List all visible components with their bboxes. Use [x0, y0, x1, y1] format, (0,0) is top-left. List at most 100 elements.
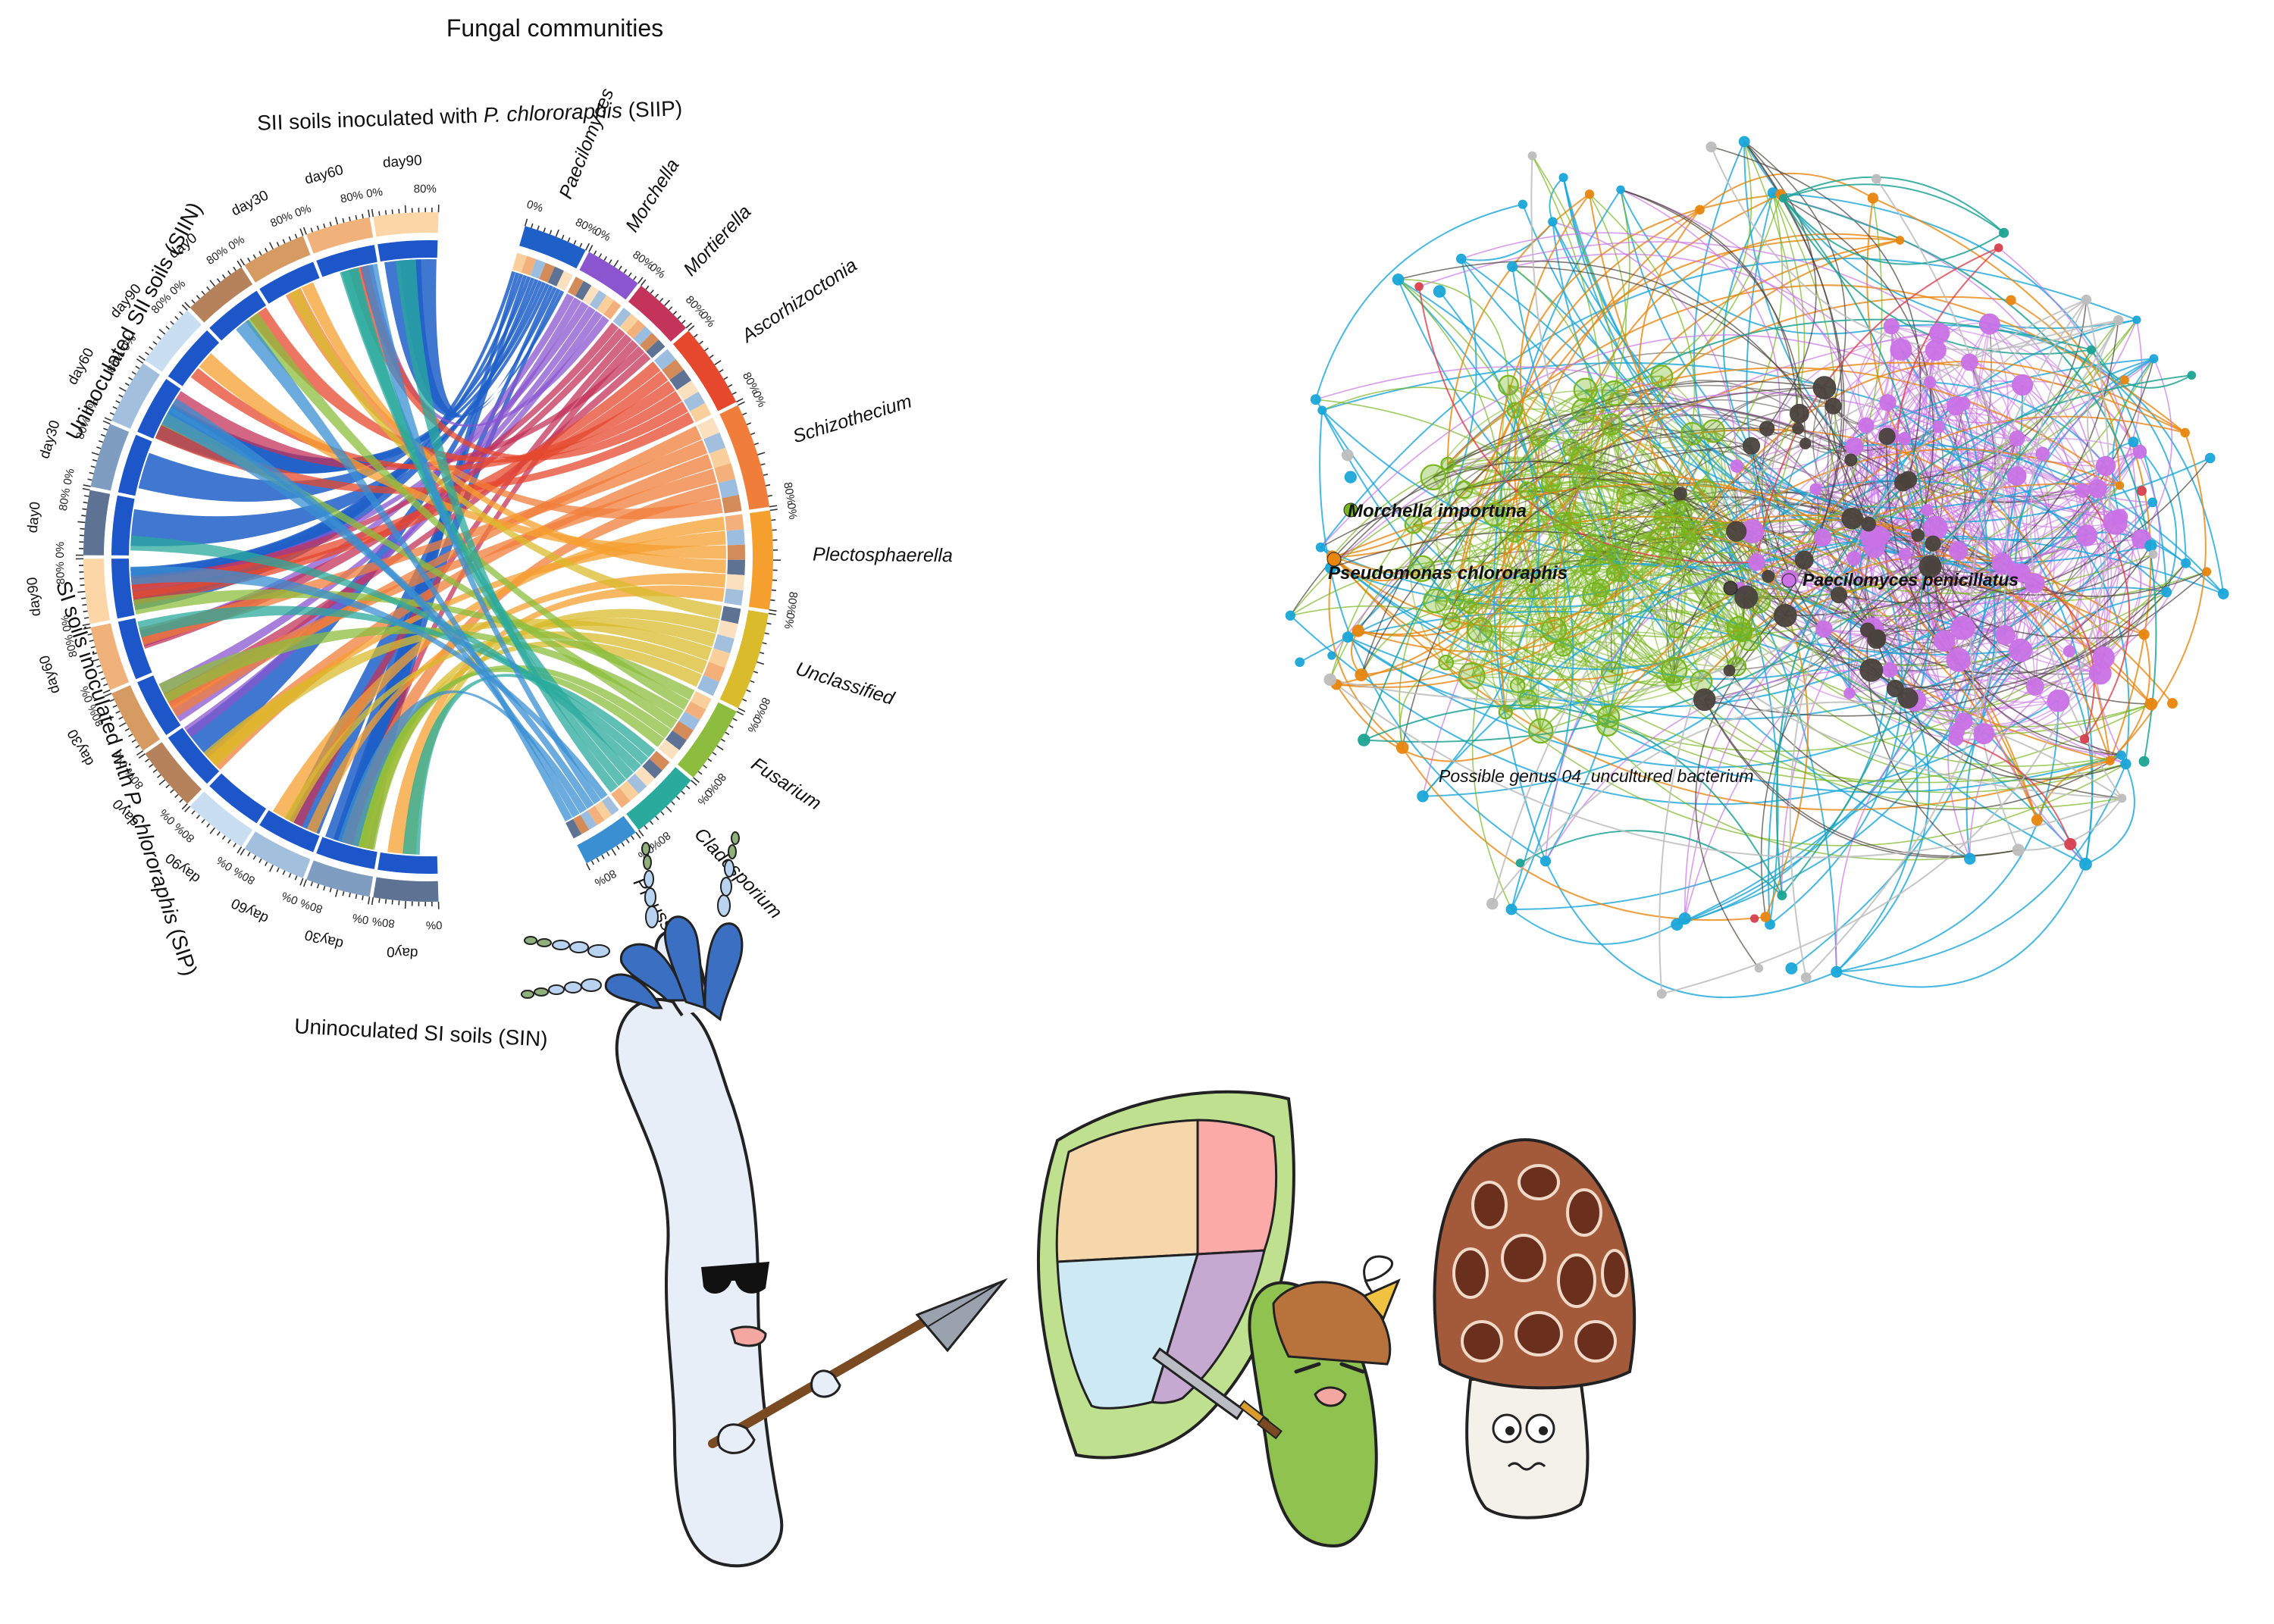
network-edge	[2034, 522, 2120, 687]
label-possible-genus: Possible genus 04_uncultured bacterium	[1439, 766, 1754, 786]
tick-mark	[158, 328, 166, 335]
genus-inner-segment	[634, 766, 655, 787]
chord-ribbon	[361, 263, 601, 805]
tick-mark	[655, 815, 659, 821]
network-edge	[1499, 209, 1701, 712]
network-edge	[1514, 208, 1700, 631]
network-node	[1344, 471, 1357, 483]
tick-mark	[334, 889, 339, 897]
network-edge	[1320, 476, 1878, 639]
network-edge	[1321, 386, 1572, 448]
sample-outer-segment	[83, 559, 111, 624]
network-node	[2119, 375, 2129, 385]
tick-mark	[763, 474, 769, 476]
tick-mark	[258, 251, 262, 256]
network-edge	[1508, 385, 1627, 496]
day-label: day0	[387, 943, 418, 962]
network-node	[1948, 731, 1964, 746]
network-node	[1799, 437, 1812, 449]
sample-outer-segment	[373, 877, 439, 902]
genus-inner-segment	[594, 800, 612, 821]
network-edge	[1704, 536, 1873, 700]
tick-mark	[221, 274, 226, 279]
network-node	[1358, 734, 1370, 746]
network-node	[1954, 712, 1973, 731]
network-edge	[1720, 502, 1931, 568]
network-node	[2086, 345, 2096, 355]
genus-inner-segment	[725, 574, 745, 591]
tick-mark	[227, 270, 231, 275]
tick-mark	[302, 879, 307, 887]
genus-inner-segment	[666, 730, 687, 750]
tick-mark	[310, 227, 314, 233]
network-edge	[1289, 615, 2059, 806]
tick-mark	[619, 265, 622, 271]
network-edge	[1583, 572, 1615, 718]
tick-mark	[77, 521, 86, 524]
label-paecilomyces-penicillatus: Paecilomyces penicillatus	[1803, 570, 2019, 590]
tick-mark	[136, 358, 144, 364]
network-node	[1738, 136, 1750, 148]
chord-ribbon	[203, 618, 713, 767]
network-edge	[1422, 332, 1940, 796]
tick-mark	[613, 259, 619, 268]
tick-mark	[191, 810, 196, 815]
network-node	[1946, 647, 1971, 672]
network-node	[1794, 550, 1814, 570]
tick-mark	[631, 835, 634, 840]
network-node	[1518, 481, 1537, 501]
tick-mark	[391, 209, 393, 214]
tick-mark	[660, 811, 665, 815]
network-edge	[1900, 349, 2102, 674]
tick-mark	[276, 867, 280, 872]
network-edge	[2036, 759, 2110, 821]
tick-mark	[135, 365, 140, 370]
sample-outer-segment	[111, 685, 161, 751]
network-edge	[1463, 189, 1630, 490]
genus-inner-segment	[556, 271, 573, 291]
tick-mark	[638, 829, 644, 837]
network-hub-node	[1326, 552, 1342, 567]
tick-mark	[152, 768, 158, 773]
tick-mark	[699, 340, 703, 345]
tick-mark	[288, 873, 292, 878]
network-edge	[1621, 319, 2138, 576]
tick-mark	[145, 759, 149, 762]
network-node	[1541, 616, 1568, 643]
tick-mark	[252, 254, 257, 259]
tick-mark	[688, 325, 695, 331]
network-edge	[1336, 505, 1677, 688]
network-node	[2167, 698, 2178, 709]
network-node	[2138, 629, 2150, 640]
tick-mark	[756, 661, 765, 665]
network-edge	[1750, 446, 2100, 675]
genus-inner-segment	[642, 759, 662, 779]
tick-label: 80%	[784, 591, 800, 615]
genus-label: Mortierella	[679, 201, 755, 280]
sample-outer-segment	[90, 623, 130, 690]
network-edge	[1545, 860, 1837, 999]
tick-label: 0%	[351, 911, 369, 927]
network-node	[1414, 282, 1424, 291]
tick-mark	[738, 707, 746, 712]
tick-mark	[649, 820, 654, 825]
chord-ribbon	[290, 333, 632, 827]
genus-label: Ascorhizoctonia	[737, 255, 861, 348]
sample-outer-segment	[190, 267, 253, 323]
tick-mark	[276, 242, 280, 247]
network-edge	[1836, 669, 1918, 973]
network-edge	[1330, 320, 2119, 701]
network-edge	[1970, 438, 2087, 865]
network-edge	[1827, 405, 1984, 734]
tick-label: 0%	[280, 889, 299, 907]
network-edge	[1890, 435, 2104, 658]
tick-mark	[329, 221, 332, 227]
network-node	[1507, 261, 1518, 272]
genus-inner-segment	[619, 781, 639, 801]
network-node	[1528, 718, 1554, 744]
network-node	[1750, 914, 1759, 923]
network-edge	[1361, 606, 1471, 675]
network-node	[1994, 243, 2003, 252]
network-node	[1932, 420, 1946, 433]
day-label: day30	[303, 926, 345, 952]
